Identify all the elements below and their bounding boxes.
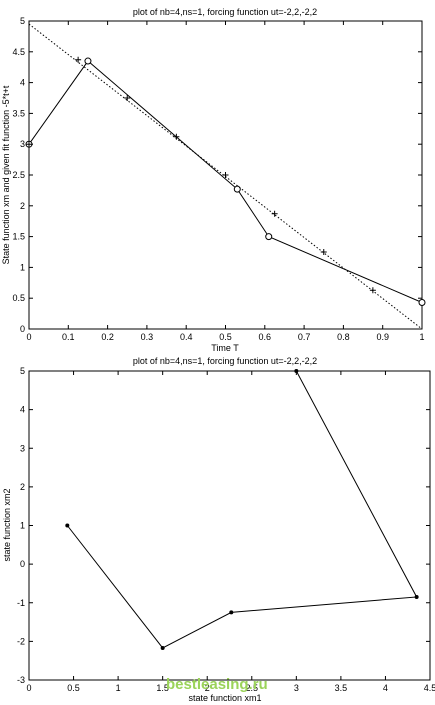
chart-bottom-series (65, 369, 419, 650)
chart-bottom-x-tick-label: 1.5 (156, 683, 169, 693)
chart-bottom-star-marker (160, 645, 165, 650)
chart-top-circle-marker (84, 57, 92, 65)
chart-top-x-tick-label: 0.3 (141, 332, 154, 342)
chart-top-plus-marker (26, 141, 32, 148)
chart-bottom-y-label: state function xm2 (2, 488, 12, 561)
chart-bottom-y-tick-label: 1 (20, 521, 25, 531)
chart-bottom-y-tick-label: 0 (20, 559, 25, 569)
chart-bottom-y-axis: -3 -2 -1 0 1 2 3 4 5 (17, 366, 430, 685)
chart-top-y-tick-label: 4 (20, 78, 25, 88)
chart-bottom-y-tick-label: 5 (20, 366, 25, 376)
chart-top-x-tick-label: 0.9 (376, 332, 389, 342)
chart-top-plus-marker (124, 95, 131, 101)
chart-bottom-x-tick-label: 0 (26, 683, 31, 693)
chart-bottom-x-label: state function xm1 (188, 693, 261, 703)
chart-top-x-tick-label: 0.4 (180, 332, 193, 342)
chart-top-plus-marker (222, 172, 229, 178)
chart-bottom-y-tick-label: 2 (20, 482, 25, 492)
chart-top-circle-marker (418, 299, 426, 307)
chart-bottom-title: plot of nb=4,ns=1, forcing function ut=-… (133, 356, 317, 366)
chart-bottom-series-line (66, 370, 418, 649)
chart-top-plus-marker (369, 287, 376, 294)
chart-top-x-axis: 0 0.1 0.2 0.3 0.4 0.5 0.6 0.7 0.8 0.9 1 (26, 21, 425, 342)
chart-bottom-x-tick-label: 2 (205, 683, 210, 693)
chart-top-series-line (28, 60, 423, 303)
chart-top-plus-marker (75, 56, 82, 63)
chart-top-y-tick-label: 1.5 (12, 232, 25, 242)
chart-bottom-y-tick-label: 3 (20, 443, 25, 453)
chart-bottom-x-tick-label: 4.5 (424, 683, 435, 693)
chart-top-y-tick-label: 4.5 (12, 47, 25, 57)
chart-bottom: plot of nb=4,ns=1, forcing function ut=-… (2, 356, 435, 703)
chart-top-x-tick-label: 0.6 (259, 332, 272, 342)
chart-bottom-x-tick-label: 3 (294, 683, 299, 693)
chart-top-circle-marker (265, 233, 273, 241)
chart-top-x-tick-label: 0.2 (101, 332, 114, 342)
chart-top-x-tick-label: 1 (419, 332, 424, 342)
chart-bottom-x-tick-label: 0.5 (67, 683, 80, 693)
chart-top-y-tick-label: 3.5 (12, 108, 25, 118)
chart-top-x-tick-label: 0.5 (219, 332, 232, 342)
chart-bottom-star-marker (229, 610, 234, 615)
chart-top: plot of nb=4,ns=1, forcing function ut=-… (1, 7, 426, 353)
chart-bottom-plot-area (28, 370, 431, 681)
chart-top-title: plot of nb=4,ns=1, forcing function ut=-… (133, 7, 317, 17)
chart-top-plus-marker (271, 210, 278, 217)
chart-top-y-label: State function xm and given fit function… (1, 85, 11, 264)
chart-bottom-x-axis: 0 0.5 1 1.5 2 2.5 3 3.5 4 4.5 (26, 371, 435, 693)
chart-top-y-tick-label: 0.5 (12, 293, 25, 303)
chart-top-y-tick-label: 3 (20, 139, 25, 149)
chart-top-y-tick-label: 0 (20, 324, 25, 334)
chart-bottom-x-tick-label: 3.5 (335, 683, 348, 693)
chart-top-plus-marker (320, 249, 327, 255)
chart-bottom-y-tick-label: -3 (17, 675, 25, 685)
chart-top-y-tick-label: 2.5 (12, 170, 25, 180)
chart-bottom-y-tick-label: -2 (17, 636, 25, 646)
chart-bottom-y-tick-label: -1 (17, 598, 25, 608)
chart-bottom-x-tick-label: 4 (383, 683, 388, 693)
watermark-text: bestleasing.ru (166, 676, 268, 693)
chart-bottom-star-marker (414, 594, 419, 599)
chart-bottom-star-marker (65, 523, 70, 528)
chart-bottom-x-tick-label: 2.5 (246, 683, 259, 693)
chart-bottom-star-marker (294, 369, 299, 373)
chart-bottom-x-tick-label: 1 (116, 683, 121, 693)
chart-top-plus-marker (173, 133, 180, 140)
chart-top-series (25, 23, 426, 330)
chart-top-x-label: Time T (211, 343, 239, 353)
chart-top-y-tick-label: 1 (20, 262, 25, 272)
chart-top-x-tick-label: 0.7 (298, 332, 311, 342)
chart-top-x-tick-label: 0.8 (337, 332, 350, 342)
chart-bottom-y-tick-label: 4 (20, 405, 25, 415)
chart-top-y-tick-label: 2 (20, 201, 25, 211)
chart-top-x-tick-label: 0 (26, 332, 31, 342)
chart-top-y-tick-label: 5 (20, 16, 25, 26)
chart-top-y-axis: 0 0.5 1 1.5 2 2.5 3 3.5 4 4.5 5 (12, 16, 422, 334)
chart-top-x-tick-label: 0.1 (62, 332, 75, 342)
